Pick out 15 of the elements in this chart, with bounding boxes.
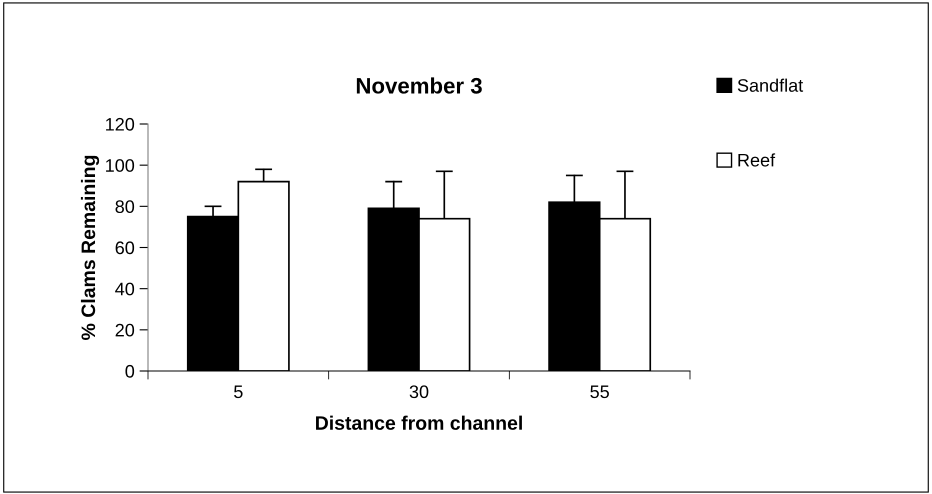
y-tick-label: 60 — [116, 241, 134, 254]
x-tick-label: 30 — [410, 385, 428, 398]
y-tick-label: 120 — [106, 118, 134, 131]
y-tick-label: 0 — [125, 364, 134, 378]
y-tick-label: 40 — [115, 282, 134, 296]
legend-label: Sandflat — [738, 78, 804, 92]
chart-title: November 3 — [356, 77, 482, 94]
y-tick-label: 80 — [116, 200, 134, 214]
y-tick-label: 20 — [116, 324, 134, 337]
x-tick-label: 5 — [234, 386, 243, 398]
legend-label: Reef — [738, 153, 776, 167]
y-axis-title: % Clams Remaining — [80, 156, 100, 340]
x-tick-label: 55 — [590, 386, 609, 398]
y-tick-label: 100 — [106, 159, 134, 172]
x-axis-title: Distance from channel — [316, 416, 522, 430]
